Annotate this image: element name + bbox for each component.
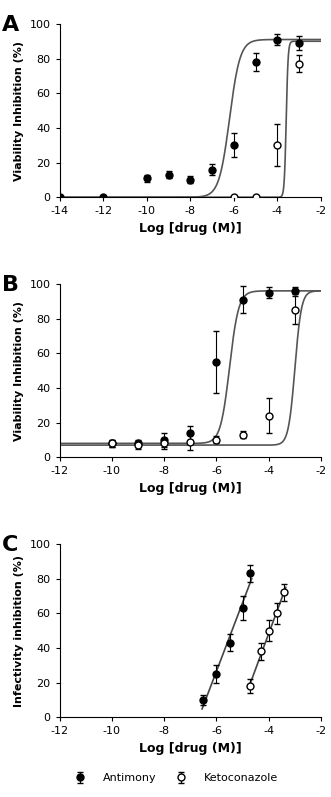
- X-axis label: Log [drug (M)]: Log [drug (M)]: [139, 742, 242, 755]
- X-axis label: Log [drug (M)]: Log [drug (M)]: [139, 222, 242, 235]
- Y-axis label: Infectivity inhibition (%): Infectivity inhibition (%): [14, 555, 24, 707]
- Text: B: B: [2, 275, 19, 295]
- Text: C: C: [2, 536, 19, 556]
- Text: A: A: [2, 15, 19, 35]
- Y-axis label: Viability Inhibition (%): Viability Inhibition (%): [14, 41, 24, 181]
- Y-axis label: Viability Inhibition (%): Viability Inhibition (%): [14, 300, 24, 441]
- Legend: Antimony, Ketoconazole: Antimony, Ketoconazole: [62, 768, 283, 787]
- X-axis label: Log [drug (M)]: Log [drug (M)]: [139, 482, 242, 495]
